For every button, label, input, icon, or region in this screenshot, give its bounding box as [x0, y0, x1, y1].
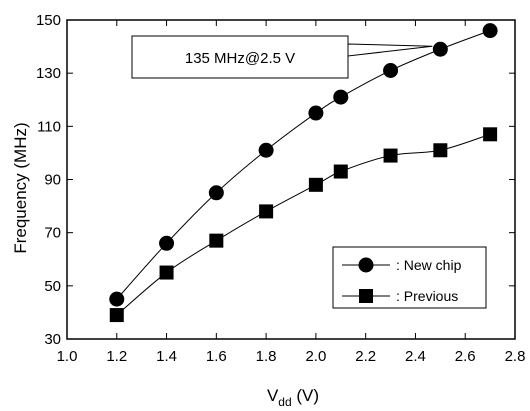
data-point-new-chip: [432, 41, 448, 57]
annotation-text: 135 MHz@2.5 V: [185, 50, 295, 67]
data-point-new-chip: [109, 291, 125, 307]
data-point-previous: [209, 233, 224, 248]
x-tick-label: 2.2: [355, 348, 376, 365]
x-tick-label: 1.2: [106, 348, 127, 365]
y-tick-label: 30: [44, 331, 61, 348]
data-point-previous: [109, 308, 124, 323]
x-axis-label-sub: dd: [278, 395, 291, 409]
legend-box: [332, 246, 487, 309]
data-point-previous: [259, 204, 274, 219]
x-tick-label: 1.4: [156, 348, 177, 365]
x-axis-label-main: V: [267, 386, 279, 405]
y-tick-label: 70: [44, 225, 61, 242]
plot-area: 1.0 1.2 1.4 1.6 1.8 2.0 2.2 2.4 2.6 2.8 30 50 70 90 11…: [36, 12, 525, 365]
legend-label-previous: : Previous: [396, 288, 458, 304]
x-tick-label: 2.8: [505, 348, 526, 365]
data-point-new-chip: [383, 63, 399, 79]
x-axis-label-unit: (V): [292, 386, 319, 405]
x-tick-label: 2.4: [405, 348, 426, 365]
series-layer: [109, 23, 498, 323]
data-point-new-chip: [258, 142, 274, 158]
data-point-previous: [333, 164, 348, 179]
data-point-previous: [159, 265, 174, 280]
y-tick-label: 110: [37, 118, 61, 135]
data-point-previous: [308, 177, 323, 192]
x-tick-label: 2.0: [305, 348, 326, 365]
data-point-new-chip: [208, 185, 224, 201]
data-point-previous: [383, 148, 398, 163]
x-tick-label: 1.0: [57, 348, 78, 365]
data-point-new-chip: [308, 105, 324, 121]
legend: : New chip : Previous: [332, 246, 487, 309]
x-tick-label: 1.8: [256, 348, 277, 365]
y-tick-label: 130: [36, 65, 61, 82]
data-point-previous: [433, 143, 448, 158]
data-point-new-chip: [159, 235, 175, 251]
x-axis-label: Vdd (V): [267, 386, 319, 409]
y-tick-label: 90: [44, 172, 61, 189]
axis-labels: Frequency (MHz) Vdd (V): [11, 122, 319, 409]
y-tick-label: 50: [44, 278, 61, 295]
annotation: 135 MHz@2.5 V: [131, 35, 433, 79]
y-tick-label: 150: [36, 12, 61, 29]
x-tick-label: 2.6: [455, 348, 476, 365]
x-tick-label: 1.6: [206, 348, 227, 365]
data-point-previous: [483, 127, 498, 142]
y-axis-label: Frequency (MHz): [11, 122, 30, 253]
legend-marker-previous: [359, 289, 373, 303]
annotation-box: [131, 35, 349, 79]
legend-label-new-chip: : New chip: [396, 257, 462, 273]
legend-marker-new-chip: [358, 257, 374, 273]
data-point-new-chip: [482, 23, 498, 39]
annotation-leader: [347, 43, 433, 57]
data-point-new-chip: [333, 89, 349, 105]
